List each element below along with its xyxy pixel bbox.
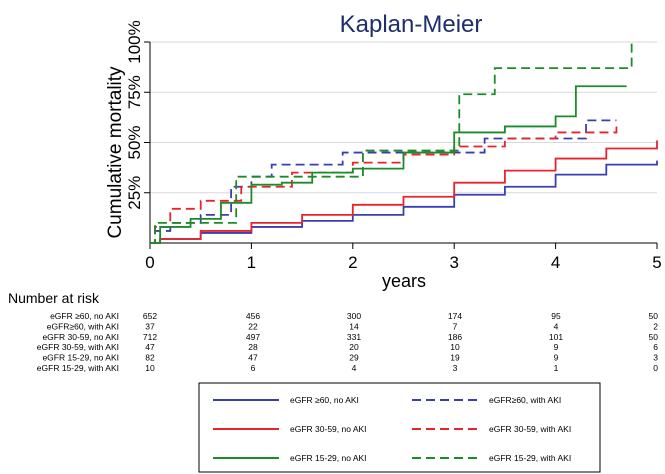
risk-table-title: Number at risk (8, 290, 100, 306)
risk-table-cell: 50 (649, 332, 659, 342)
risk-table-cell: 9 (554, 342, 559, 352)
chart-title: Kaplan-Meier (340, 11, 483, 38)
legend-label: eGFR 30-59, no AKI (290, 424, 367, 434)
legend-label: eGFR 30-59, with AKI (489, 424, 571, 434)
legend-label: eGFR 15-29, with AKI (489, 453, 571, 463)
risk-table-cell: 300 (347, 311, 361, 321)
x-tick-label: 4 (551, 253, 560, 272)
risk-row-label: eGFR 15-29, no AKI (42, 353, 119, 363)
risk-table-cell: 47 (248, 353, 258, 363)
risk-table-cell: 331 (347, 332, 361, 342)
risk-table-cell: 6 (653, 342, 658, 352)
risk-table-cell: 3 (653, 353, 658, 363)
risk-table-cell: 82 (145, 353, 155, 363)
grid-lines (150, 41, 657, 194)
risk-row-label: eGFR 30-59, no AKI (42, 332, 119, 342)
series-line (150, 140, 658, 244)
x-tick-label: 0 (145, 253, 154, 272)
risk-table-cell: 47 (145, 342, 155, 352)
risk-table-cell: 456 (246, 311, 260, 321)
risk-table-cell: 6 (251, 363, 256, 373)
risk-table-cell: 50 (649, 311, 659, 321)
legend-label: eGFR ≥60, no AKI (290, 395, 359, 405)
risk-table: eGFR ≥60, no AKI 652 456 300 174 95 50eGFR≥60,… (37, 311, 658, 373)
series-lines (150, 42, 658, 244)
legend-label: eGFR 15-29, no AKI (290, 453, 367, 463)
risk-table-cell: 9 (554, 353, 559, 363)
risk-table-cell: 2 (653, 321, 658, 331)
y-tick-label: 50% (125, 125, 144, 159)
risk-table-cell: 95 (551, 311, 561, 321)
risk-table-cell: 20 (349, 342, 359, 352)
x-tick-label: 2 (348, 253, 357, 272)
risk-table-cell: 19 (450, 353, 460, 363)
risk-table-cell: 1 (554, 363, 559, 373)
risk-table-cell: 497 (246, 332, 260, 342)
risk-table-cell: 0 (653, 363, 658, 373)
risk-table-cell: 28 (248, 342, 258, 352)
risk-table-cell: 22 (248, 321, 258, 331)
series-line (150, 126, 618, 244)
risk-row-label: eGFR ≥60, no AKI (50, 311, 119, 321)
y-tick-label: 100% (125, 20, 144, 63)
y-axis-label: Cumulative mortality (105, 66, 126, 239)
risk-table-cell: 4 (352, 363, 357, 373)
y-tick-label: 25% (125, 176, 144, 210)
x-axis-label: years (382, 271, 426, 291)
risk-table-cell: 29 (349, 353, 359, 363)
x-tick-label: 3 (449, 253, 458, 272)
risk-table-cell: 3 (453, 363, 458, 373)
axes: 25% 50% 75% 100% 0 1 2 3 4 5 (125, 20, 662, 272)
risk-table-cell: 4 (554, 321, 559, 331)
risk-table-cell: 10 (145, 363, 155, 373)
series-line (150, 119, 617, 244)
risk-table-cell: 652 (143, 311, 157, 321)
series-line (150, 42, 633, 244)
risk-table-cell: 101 (549, 332, 563, 342)
risk-table-cell: 10 (450, 342, 460, 352)
risk-table-cell: 174 (448, 311, 462, 321)
risk-table-cell: 712 (143, 332, 157, 342)
risk-row-label: eGFR≥60, with AKI (47, 321, 119, 331)
risk-row-label: eGFR 30-59, with AKI (37, 342, 119, 352)
risk-table-cell: 37 (145, 321, 155, 331)
legend: eGFR ≥60, no AKI eGFR≥60, with AKI eGFR 30… (198, 382, 601, 473)
risk-table-cell: 14 (349, 321, 359, 331)
risk-table-cell: 7 (453, 321, 458, 331)
risk-table-cell: 186 (448, 332, 462, 342)
x-tick-label: 5 (652, 253, 661, 272)
legend-box (198, 382, 601, 473)
x-tick-label: 1 (247, 253, 256, 272)
y-tick-label: 75% (125, 75, 144, 109)
series-line (150, 85, 627, 244)
legend-label: eGFR≥60, with AKI (489, 395, 561, 405)
risk-row-label: eGFR 15-29, with AKI (37, 363, 119, 373)
